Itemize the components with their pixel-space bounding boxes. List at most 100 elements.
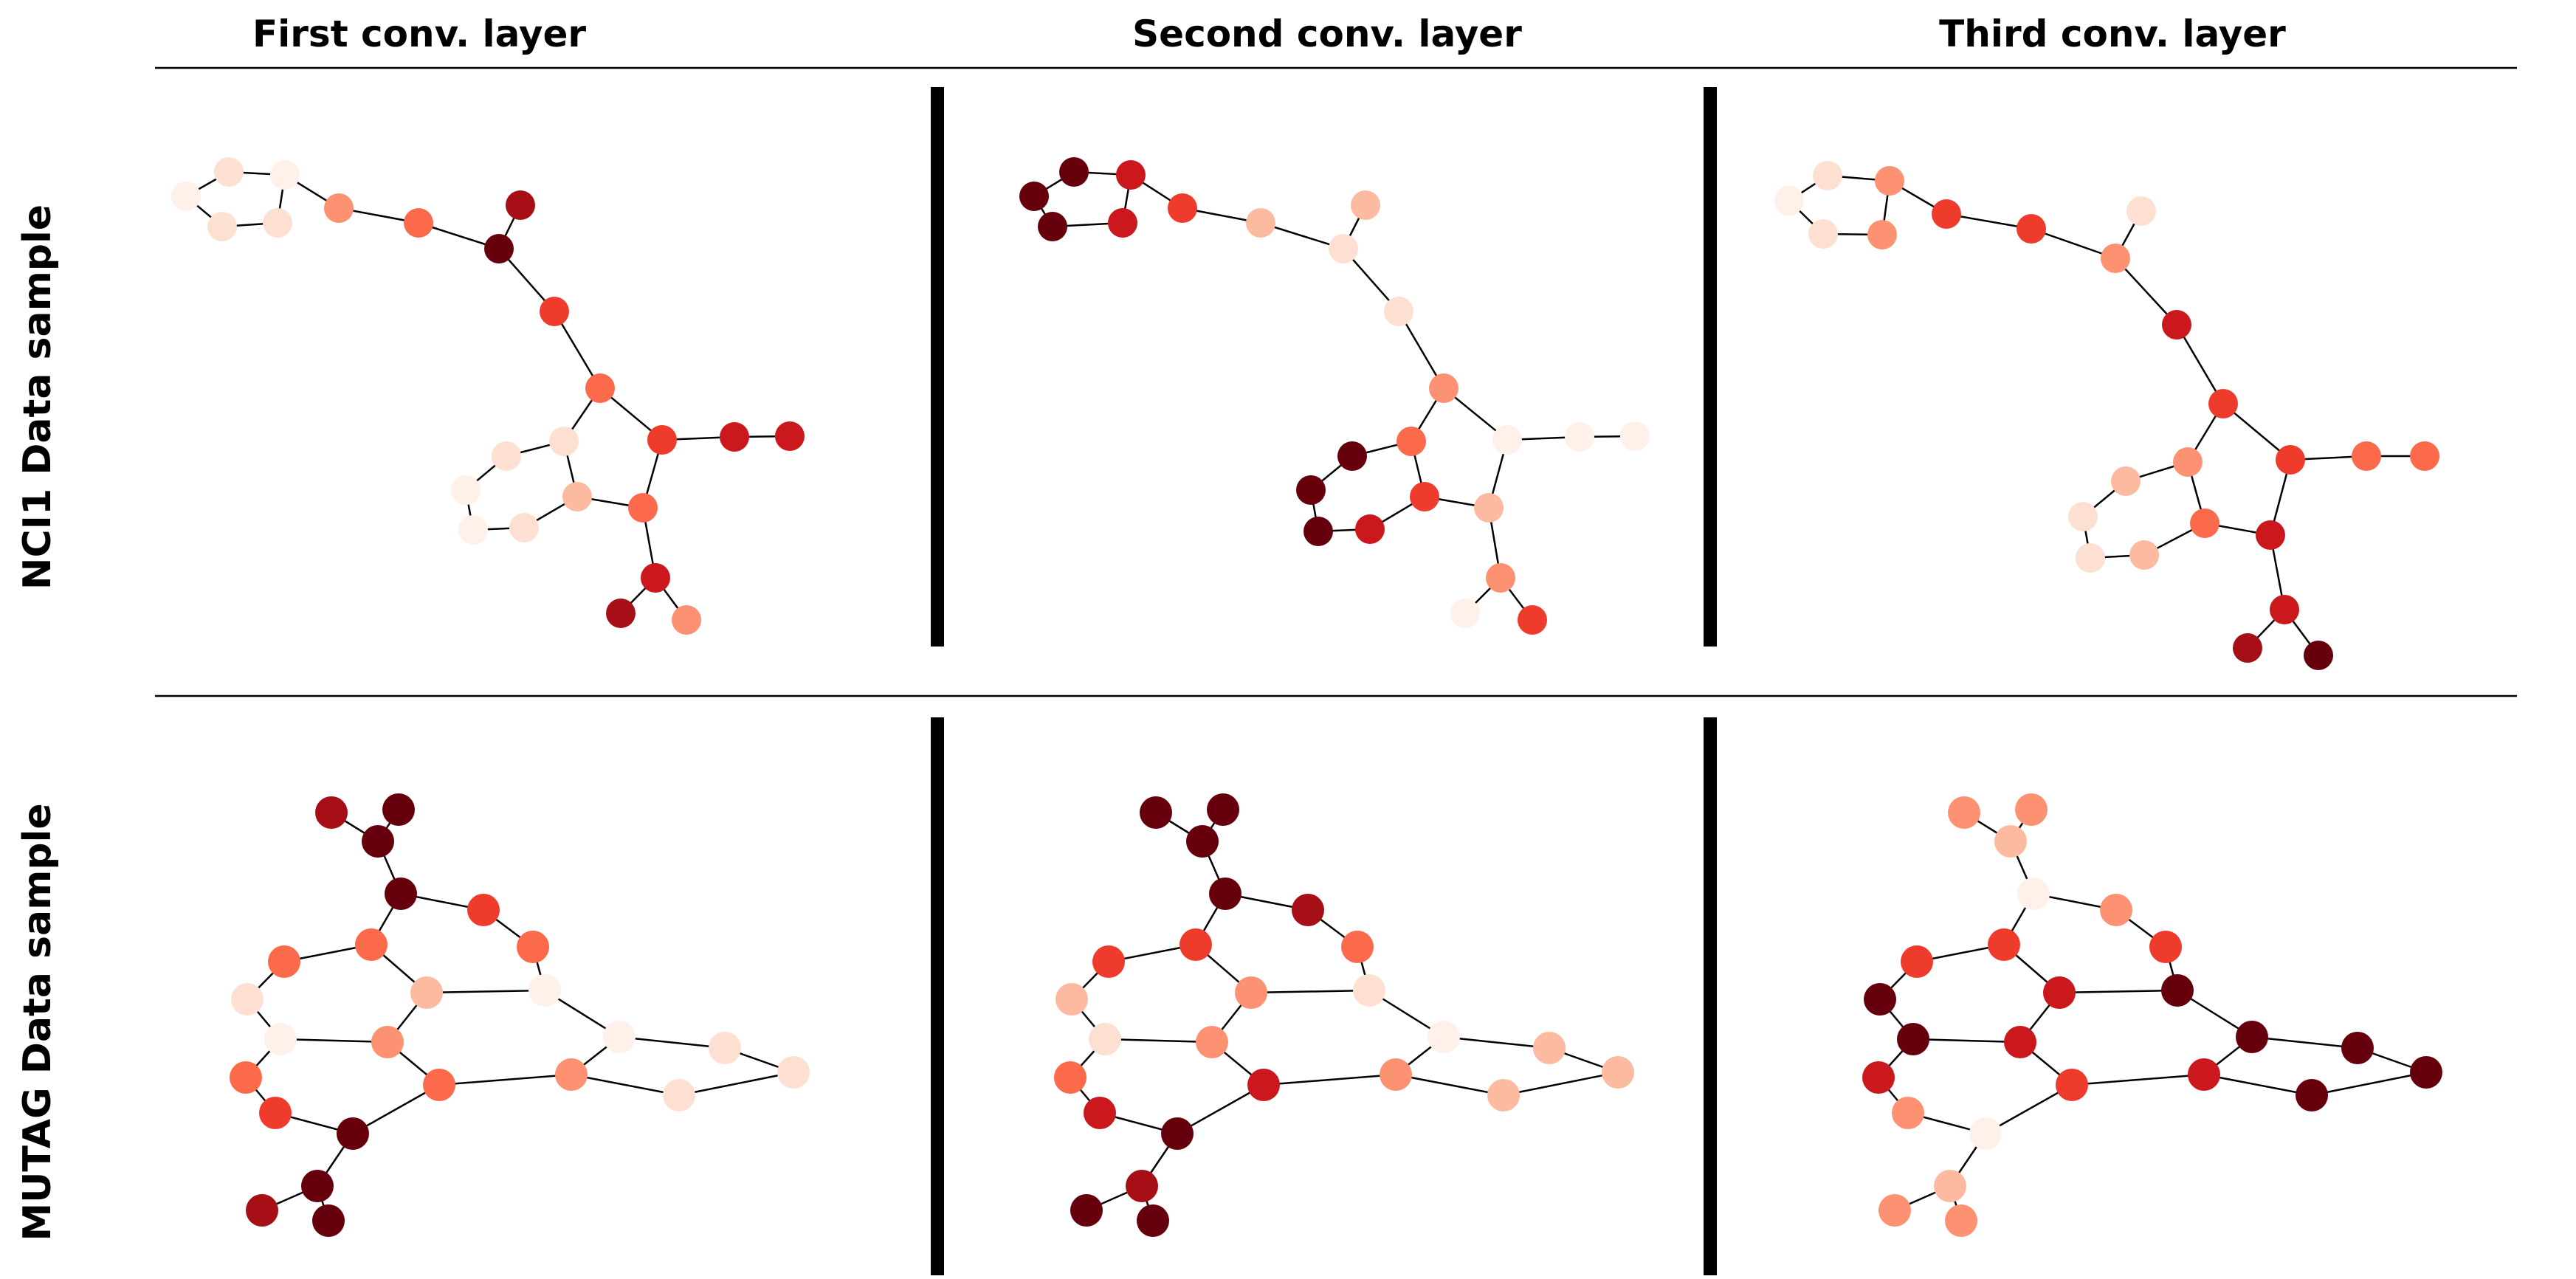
graph-node — [2068, 502, 2098, 531]
graph-node — [540, 297, 569, 326]
graph-node — [2341, 1032, 2374, 1064]
graph-edge — [678, 1071, 794, 1097]
graph-node — [555, 1058, 588, 1091]
graph-node — [2270, 595, 2299, 624]
graph-node — [2129, 540, 2159, 570]
graph-node — [1901, 945, 1933, 978]
graph-node — [2056, 1069, 2088, 1101]
graph-node — [647, 425, 677, 455]
graph-node — [1878, 1194, 1911, 1227]
graph-node — [1487, 1079, 1520, 1111]
graph-node — [517, 931, 549, 963]
graph-node — [1126, 1170, 1158, 1202]
graph-node — [371, 1026, 404, 1058]
graph-node — [2296, 1079, 2328, 1111]
column-title-third: Third conv. layer — [1939, 13, 2286, 55]
graph-node — [2352, 441, 2381, 471]
graph-node — [1774, 186, 1804, 216]
graph-node — [1353, 974, 1385, 1007]
graph-node — [2017, 214, 2046, 244]
graph-edge — [2059, 989, 2178, 994]
graph-node — [2161, 974, 2194, 1007]
graph-node — [2190, 509, 2219, 538]
graph-node — [1059, 157, 1089, 187]
graph-edge — [1443, 1035, 1550, 1049]
graph-node — [1235, 976, 1267, 1009]
mutag-panel-2 — [1054, 793, 1634, 1237]
graph-node — [2173, 447, 2203, 477]
mutag-panel-1 — [230, 793, 810, 1237]
graph-node — [641, 563, 670, 593]
graph-node — [1518, 605, 1547, 635]
graph-node — [2015, 793, 2048, 826]
graph-node — [1533, 1032, 1566, 1064]
row-title-mutag: MUTAG Data sample — [16, 803, 60, 1241]
graph-node — [2276, 445, 2305, 475]
graph-node — [1140, 796, 1172, 829]
graph-node — [246, 1194, 278, 1227]
graph-node — [337, 1117, 369, 1150]
column-title-first: First conv. layer — [252, 13, 586, 55]
graph-node — [484, 234, 514, 263]
row-title-nci1: NCI1 Data sample — [16, 204, 60, 590]
graph-edge — [1912, 1038, 2021, 1044]
graph-node — [2188, 1058, 2220, 1091]
graph-node — [451, 475, 481, 505]
graph-edge — [619, 1035, 726, 1049]
mutag-panel-3 — [1862, 793, 2442, 1237]
graph-node — [506, 190, 535, 220]
graph-node — [404, 208, 433, 238]
graph-node — [606, 599, 636, 628]
graph-node — [1292, 894, 1324, 926]
graph-node — [2017, 878, 2050, 910]
nci1-panel-1 — [171, 157, 805, 635]
graph-node — [1329, 234, 1358, 263]
graph-edge — [2031, 227, 2116, 260]
graph-node — [1892, 1097, 1924, 1129]
graph-node — [1384, 297, 1413, 326]
graph-edge — [1503, 1071, 1619, 1097]
graph-node — [2149, 931, 2182, 963]
graph-node — [268, 945, 300, 978]
graph-node — [1486, 563, 1515, 593]
graph-edge — [1177, 1083, 1264, 1135]
graph-node — [410, 976, 443, 1009]
graph-node — [1428, 1021, 1460, 1053]
graph-node — [603, 1021, 636, 1053]
graph-node — [264, 1023, 297, 1055]
graph-node — [492, 441, 521, 471]
graph-node — [1492, 425, 1522, 455]
graph-node — [467, 894, 500, 926]
graph-node — [231, 983, 264, 1016]
graph-node — [324, 193, 354, 223]
graph-node — [2410, 441, 2439, 471]
graph-node — [1994, 825, 2027, 858]
graph-node — [2410, 1056, 2442, 1089]
graph-node — [1186, 825, 1219, 858]
graph-node — [1897, 1023, 1929, 1055]
graph-node — [1355, 514, 1385, 544]
graph-edge — [280, 1038, 388, 1044]
graph-node — [362, 825, 394, 858]
graph-node — [312, 1204, 345, 1237]
graph-node — [2126, 196, 2156, 226]
graph-node — [207, 212, 237, 241]
graph-node — [585, 373, 615, 403]
graph-node — [2004, 1026, 2036, 1058]
graph-node — [1196, 1026, 1228, 1058]
graph-node — [1161, 1117, 1194, 1150]
graph-node — [1380, 1058, 1412, 1091]
graph-node — [1429, 373, 1459, 403]
graph-edge — [2071, 1073, 2205, 1086]
graph-node — [1207, 793, 1239, 826]
graph-node — [1602, 1056, 1634, 1089]
graph-node — [528, 974, 561, 1007]
graph-node — [315, 796, 348, 829]
graph-node — [2100, 894, 2132, 926]
graph-node — [1337, 441, 1367, 471]
graph-node — [1209, 878, 1241, 910]
graph-edge — [571, 1073, 680, 1097]
graph-edge — [2175, 324, 2225, 404]
graph-node — [672, 605, 701, 635]
